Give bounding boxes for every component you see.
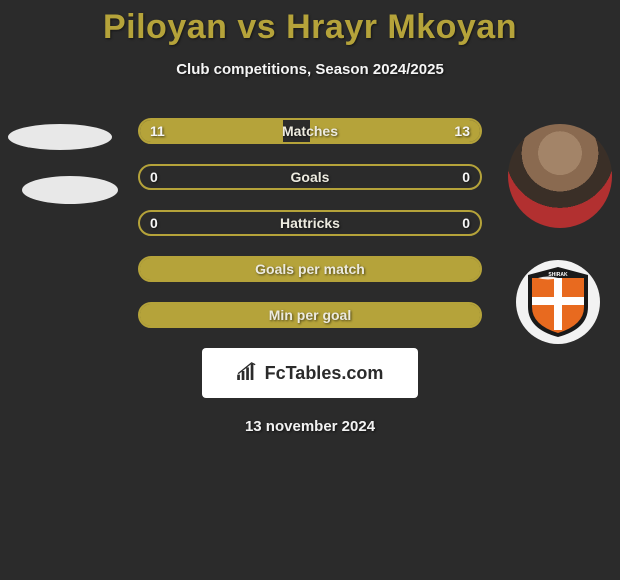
stat-value-left: 0 [150, 215, 158, 231]
stat-row: 11 13 Matches [138, 118, 482, 144]
stat-row: Min per goal [138, 302, 482, 328]
stat-label: Matches [282, 123, 338, 139]
stat-row: 0 0 Goals [138, 164, 482, 190]
stat-value-left: 0 [150, 169, 158, 185]
player-left-avatar-placeholder-2 [22, 176, 118, 204]
stat-row: 0 0 Hattricks [138, 210, 482, 236]
shield-icon: SHIRAK [528, 267, 588, 337]
stat-label: Min per goal [269, 307, 351, 323]
badge-team-name: SHIRAK [548, 272, 568, 278]
stat-label: Hattricks [280, 215, 340, 231]
date-text: 13 november 2024 [0, 418, 620, 435]
fctables-watermark: FcTables.com [202, 348, 418, 398]
stat-value-right: 13 [454, 123, 470, 139]
stat-value-right: 0 [462, 215, 470, 231]
fctables-label: FcTables.com [265, 363, 384, 384]
page-title: Piloyan vs Hrayr Mkoyan [0, 0, 620, 47]
stat-label: Goals per match [255, 261, 365, 277]
team-right-badge: SHIRAK [516, 260, 600, 344]
bar-chart-icon [237, 362, 259, 385]
stat-row: Goals per match [138, 256, 482, 282]
subtitle: Club competitions, Season 2024/2025 [0, 61, 620, 78]
stat-label: Goals [291, 169, 330, 185]
stat-value-left: 11 [150, 123, 165, 139]
player-right-avatar [508, 124, 612, 228]
player-left-avatar-placeholder-1 [8, 124, 112, 150]
stat-value-right: 0 [462, 169, 470, 185]
